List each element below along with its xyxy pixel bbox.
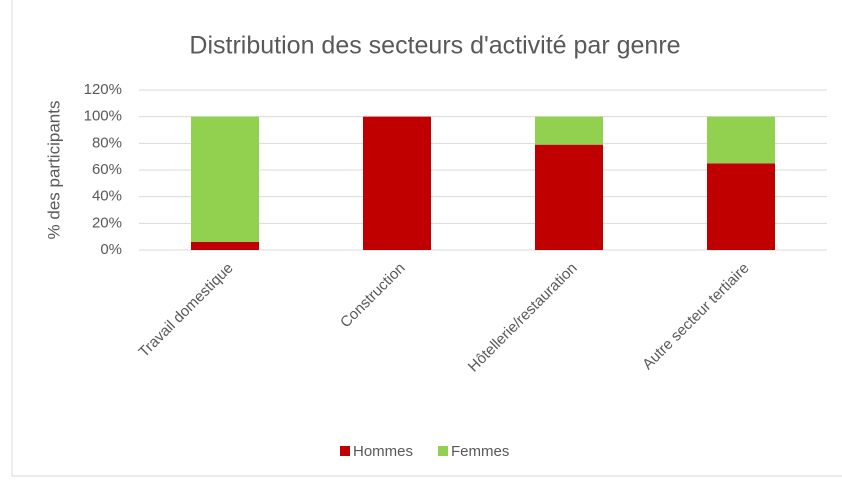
legend-swatch — [438, 446, 449, 456]
chart-title: Distribution des secteurs d'activité par… — [189, 32, 680, 60]
legend-swatch — [340, 446, 350, 456]
x-tick-label: Construction — [337, 260, 409, 332]
bar-segment — [707, 116, 775, 164]
y-tick-label: 80% — [92, 134, 122, 151]
bar-segment — [535, 144, 603, 250]
bar-segment — [191, 116, 259, 242]
bar-segment — [363, 116, 431, 251]
y-tick-label: 40% — [92, 188, 122, 205]
x-tick-label: Travail domestique — [135, 260, 236, 361]
bar-segment — [707, 163, 775, 250]
x-tick-label: Hôtellerie/restauration — [465, 260, 581, 376]
y-tick-label: 0% — [100, 241, 122, 258]
bar-segment — [191, 242, 259, 250]
y-tick-label: 60% — [92, 161, 122, 178]
y-axis-label: % des participants — [44, 101, 63, 240]
y-tick-label: 20% — [92, 214, 122, 231]
legend-label: Femmes — [451, 443, 509, 460]
x-tick-label: Autre secteur tertiaire — [639, 260, 752, 373]
legend-label: Hommes — [353, 443, 413, 460]
y-tick-label: 100% — [84, 108, 122, 125]
y-tick-label: 120% — [84, 81, 122, 98]
bar-segment — [535, 116, 603, 145]
